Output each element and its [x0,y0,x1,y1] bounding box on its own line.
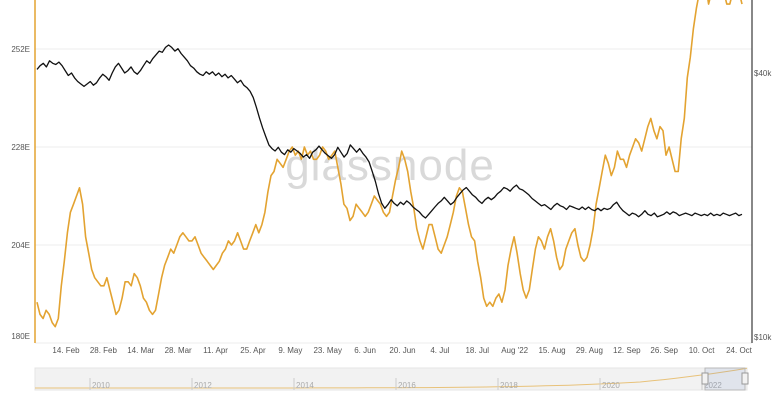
right-y-tick-labels: $40k $10k [754,69,772,342]
x-tick-label: 29. Aug [576,346,603,355]
x-tick-label: 18. Jul [465,346,489,355]
y-right-tick-label: $10k [754,333,772,342]
x-tick-label: 11. Apr [203,346,228,355]
navigator-series-line [35,367,748,389]
navigator-tick-label: 2012 [194,381,212,390]
left-y-tick-labels: 252E 228E 204E 180E [11,45,30,341]
x-tick-label: 9. May [278,346,302,355]
navigator-handle-right[interactable] [741,372,749,385]
y-right-tick-label: $40k [754,69,772,78]
x-tick-label: 4. Jul [430,346,449,355]
navigator-tick-label: 2010 [92,381,110,390]
gridlines [35,48,752,344]
x-tick-labels: 14. Feb 28. Feb 14. Mar 28. Mar 11. Apr 25. A… [52,346,752,355]
series-left-group [36,0,743,328]
x-tick-label: 23. May [313,346,341,355]
range-navigator[interactable]: 2010 2012 2014 2016 2018 2020 2022 [34,367,749,391]
watermark: glassnode [285,141,495,190]
navigator-handle-left[interactable] [701,372,709,385]
navigator-tick-label: 2022 [704,381,722,390]
navigator-tick-label: 2016 [398,381,416,390]
navigator-track[interactable] [34,367,748,391]
x-tick-label: 6. Jun [354,346,376,355]
x-tick-label: 10. Oct [689,346,716,355]
x-tick-label: 25. Apr [240,346,266,355]
series-right-line [36,44,743,219]
series-right-group [36,44,743,219]
series-left-line [36,0,743,328]
navigator-selection[interactable] [704,367,746,391]
y-left-tick-label: 180E [11,332,30,341]
x-tick-label: 14. Mar [127,346,154,355]
x-tick-label: 12. Sep [613,346,641,355]
x-tick-label: 20. Jun [389,346,415,355]
y-left-tick-label: 228E [11,143,30,152]
x-tick-label: 28. Mar [165,346,192,355]
x-tick-label: Aug '22 [501,346,528,355]
y-left-tick-label: 204E [11,241,30,250]
navigator-tick-label: 2014 [296,381,314,390]
navigator-tick-label: 2018 [500,381,518,390]
navigator-tick-label: 2020 [602,381,620,390]
x-tick-label: 24. Oct [726,346,753,355]
x-tick-label: 28. Feb [90,346,118,355]
x-tick-label: 14. Feb [52,346,80,355]
x-tick-label: 26. Sep [650,346,678,355]
y-left-tick-label: 252E [11,45,30,54]
x-tick-label: 15. Aug [538,346,565,355]
